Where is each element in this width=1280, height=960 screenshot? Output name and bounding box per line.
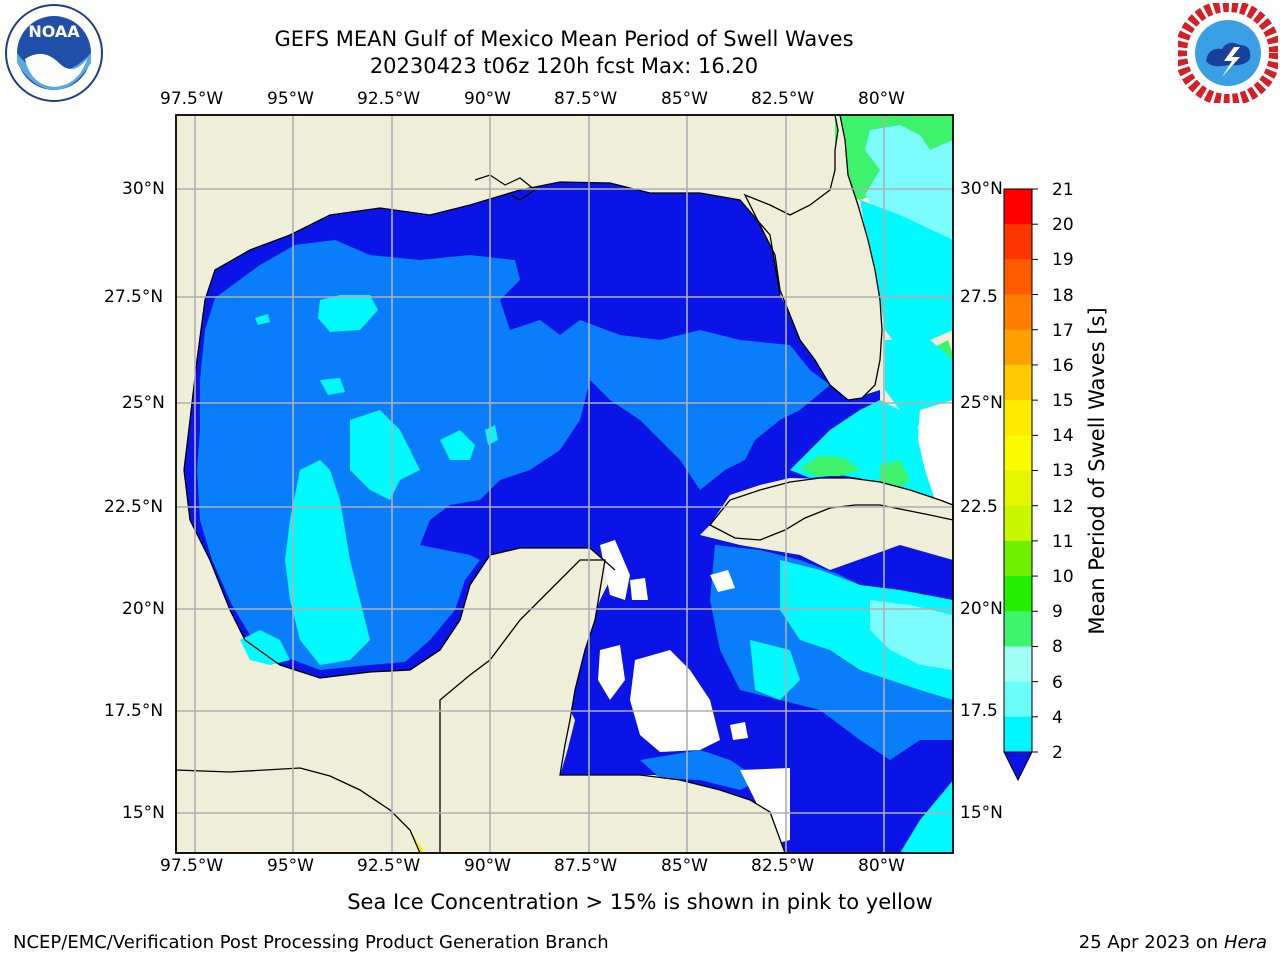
florida-land	[743, 114, 883, 401]
lat-label-left: 22.5°N	[104, 497, 164, 517]
colorbar-extend	[1003, 751, 1033, 782]
footer-date: 25 Apr 2023 on Hera	[1079, 932, 1267, 953]
colorbar-tick: 13	[1052, 461, 1074, 481]
colorbar-tick: 14	[1052, 426, 1074, 446]
colorbar-tick: 8	[1052, 637, 1063, 657]
lat-label-right: 17.5	[960, 701, 998, 721]
lon-label-bottom: 85°W	[661, 856, 708, 876]
lat-label-right: 15°N	[960, 803, 1003, 823]
colorbar-tick: 10	[1052, 567, 1074, 587]
lat-label-left: 20°N	[122, 599, 165, 619]
colorbar-segment	[1004, 189, 1032, 225]
colorbar-segment	[1004, 329, 1032, 366]
colorbar-tick: 20	[1052, 215, 1074, 235]
graticule	[176, 115, 953, 853]
lat-label-right: 22.5	[960, 497, 998, 517]
lat-label-right: 30°N	[960, 179, 1003, 199]
svg-text:NOAA: NOAA	[28, 22, 80, 41]
lon-label-top: 87.5°W	[554, 89, 618, 109]
lat-label-left: 30°N	[122, 179, 165, 199]
footer-date-text: 25 Apr 2023 on	[1078, 932, 1224, 953]
noaa-logo: NOAA	[5, 4, 103, 102]
lon-label-bottom: 80°W	[858, 856, 905, 876]
colorbar-tick: 6	[1052, 673, 1063, 693]
colorbar-tick: 19	[1052, 250, 1074, 270]
lat-label-left: 27.5°N	[104, 287, 164, 307]
sea-ice-note: Sea Ice Concentration > 15% is shown in …	[347, 890, 933, 914]
colorbar-segment	[1004, 505, 1032, 542]
lon-label-top: 90°W	[464, 89, 511, 109]
colorbar-segment	[1004, 294, 1032, 331]
nws-logo	[1178, 3, 1278, 103]
colorbar-tick: 18	[1052, 286, 1074, 306]
colorbar-tick: 11	[1052, 532, 1074, 552]
colorbar-tick: 12	[1052, 497, 1074, 517]
chart-title: GEFS MEAN Gulf of Mexico Mean Period of …	[274, 27, 854, 51]
lat-label-right: 20°N	[960, 599, 1003, 619]
colorbar-tick: 9	[1052, 602, 1063, 622]
colorbar-segment	[1004, 576, 1032, 612]
chart-subtitle: 20230423 t06z 120h fcst Max: 16.20	[369, 54, 759, 78]
footer-host: Hera	[1223, 932, 1267, 953]
lon-label-bottom: 92.5°W	[357, 856, 421, 876]
lon-label-top: 82.5°W	[751, 89, 815, 109]
colorbar-segment	[1004, 611, 1032, 647]
lon-label-bottom: 95°W	[267, 856, 314, 876]
lat-label-left: 15°N	[122, 803, 165, 823]
lon-label-bottom: 82.5°W	[751, 856, 815, 876]
colorbar	[1003, 188, 1038, 782]
colorbar-segment	[1004, 716, 1032, 753]
lon-label-bottom: 97.5°W	[160, 856, 224, 876]
colorbar-segment	[1004, 681, 1032, 718]
colorbar-title: Mean Period of Swell Waves [s]	[1085, 307, 1109, 635]
lat-label-right: 25°N	[960, 393, 1003, 413]
lon-label-top: 97.5°W	[160, 89, 224, 109]
colorbar-segment	[1004, 435, 1032, 471]
footer-credit: NCEP/EMC/Verification Post Processing Pr…	[13, 932, 609, 953]
colorbar-segment	[1004, 224, 1032, 260]
lat-label-left: 17.5°N	[104, 701, 164, 721]
colorbar-segment	[1004, 400, 1032, 436]
colorbar-segment	[1004, 646, 1032, 683]
lon-label-bottom: 90°W	[464, 856, 511, 876]
colorbar-segment	[1004, 470, 1032, 507]
colorbar-tick: 15	[1052, 391, 1074, 411]
lon-label-bottom: 87.5°W	[554, 856, 618, 876]
lon-label-top: 85°W	[661, 89, 708, 109]
lat-label-right: 27.5	[960, 287, 998, 307]
colorbar-tick: 4	[1052, 708, 1063, 728]
lon-label-top: 95°W	[267, 89, 314, 109]
map-frame	[175, 114, 954, 854]
colorbar-segment	[1004, 259, 1032, 296]
colorbar-tick: 16	[1052, 356, 1074, 376]
colorbar-segment	[1004, 540, 1032, 577]
lon-label-top: 80°W	[858, 89, 905, 109]
colorbar-tick: 21	[1052, 180, 1074, 200]
colorbar-tick: 2	[1052, 743, 1063, 763]
colorbar-tick: 17	[1052, 321, 1074, 341]
lat-label-left: 25°N	[122, 393, 165, 413]
colorbar-segment	[1004, 364, 1032, 401]
lon-label-top: 92.5°W	[357, 89, 421, 109]
